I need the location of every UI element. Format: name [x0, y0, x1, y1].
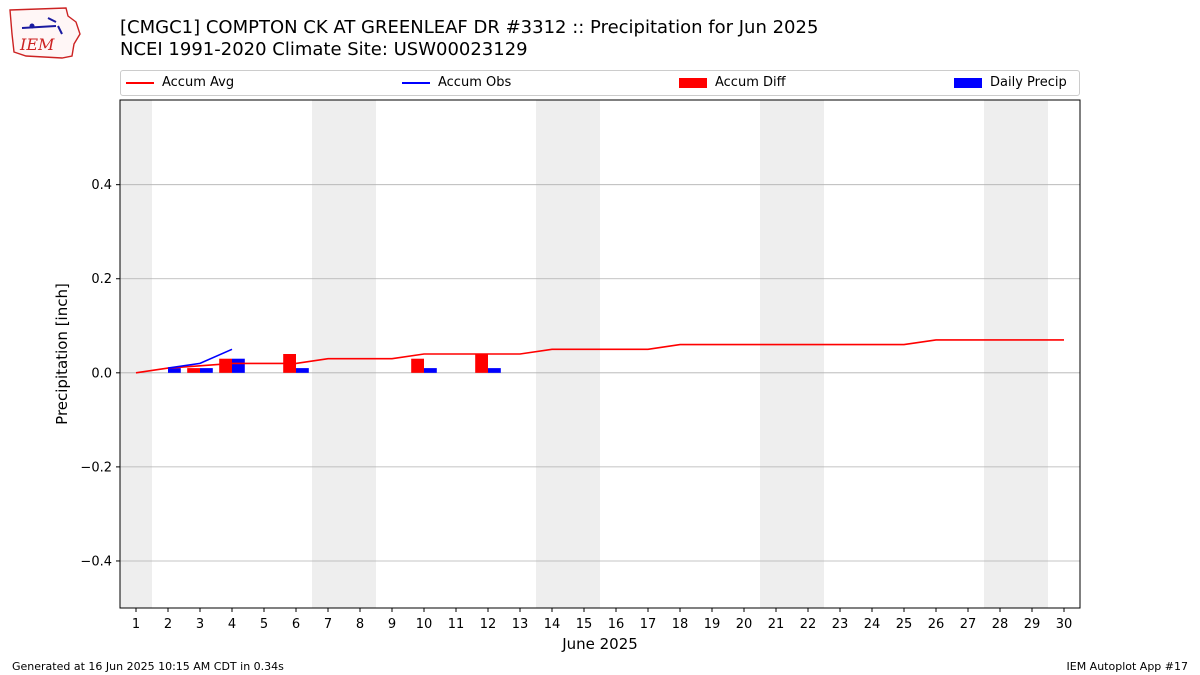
daily-precip-bar: [296, 368, 309, 373]
footer-app: IEM Autoplot App #17: [1066, 660, 1189, 673]
x-tick-label: 17: [640, 617, 657, 632]
x-tick-label: 18: [672, 617, 689, 632]
legend-item-accum-avg: Accum Avg: [126, 75, 234, 90]
accum-diff-bar: [219, 358, 232, 373]
weekend-shade: [312, 100, 376, 608]
daily-precip-bar: [168, 368, 181, 373]
legend-swatch-accum-avg: [126, 81, 154, 84]
daily-precip-bar: [232, 358, 245, 373]
weekend-shade: [120, 100, 152, 608]
x-tick-label: 21: [768, 617, 785, 632]
x-tick-label: 14: [544, 617, 561, 632]
legend-label-daily-precip: Daily Precip: [990, 75, 1067, 90]
y-tick-label: −0.2: [80, 460, 112, 475]
x-tick-label: 20: [736, 617, 753, 632]
x-tick-label: 4: [228, 617, 236, 632]
legend-swatch-daily-precip: [954, 77, 982, 88]
accum-diff-bar: [411, 358, 424, 373]
x-tick-label: 12: [480, 617, 497, 632]
x-tick-label: 26: [928, 617, 945, 632]
x-tick-label: 1: [132, 617, 140, 632]
x-tick-label: 15: [576, 617, 593, 632]
chart-title: [CMGC1] COMPTON CK AT GREENLEAF DR #3312…: [120, 17, 819, 38]
x-tick-label: 6: [292, 617, 300, 632]
x-tick-label: 23: [832, 617, 849, 632]
x-tick-label: 7: [324, 617, 332, 632]
legend-label-accum-avg: Accum Avg: [162, 75, 235, 90]
accum-diff-bar: [475, 354, 488, 373]
x-tick-label: 5: [260, 617, 268, 632]
weekend-shade: [984, 100, 1048, 608]
chart-subtitle: NCEI 1991-2020 Climate Site: USW00023129: [120, 39, 528, 60]
daily-precip-bar: [200, 368, 213, 373]
plot-frame: [119, 99, 1081, 609]
x-tick-label: 24: [864, 617, 881, 632]
x-tick-label: 22: [800, 617, 817, 632]
legend-item-daily-precip: Daily Precip: [954, 75, 1067, 90]
y-axis-label: Precipitation [inch]: [53, 283, 71, 425]
x-tick-label: 8: [356, 617, 364, 632]
x-tick-label: 30: [1056, 617, 1073, 632]
weekend-shade: [760, 100, 824, 608]
footer-generated: Generated at 16 Jun 2025 10:15 AM CDT in…: [12, 660, 284, 673]
daily-precip-bar: [488, 368, 501, 373]
x-tick-label: 13: [512, 617, 529, 632]
x-tick-label: 11: [448, 617, 465, 632]
iem-logo: IEM: [9, 7, 81, 59]
daily-precip-bar: [424, 368, 437, 373]
logo-text: IEM: [19, 35, 55, 54]
x-tick-label: 25: [896, 617, 913, 632]
y-tick-label: 0.4: [91, 178, 112, 193]
x-tick-label: 19: [704, 617, 721, 632]
legend-label-accum-obs: Accum Obs: [438, 75, 512, 90]
x-tick-label: 9: [388, 617, 396, 632]
legend-item-accum-diff: Accum Diff: [679, 75, 786, 90]
y-tick-label: −0.4: [80, 554, 112, 569]
x-tick-label: 3: [196, 617, 204, 632]
weekend-shade: [536, 100, 600, 608]
legend-swatch-accum-obs: [402, 81, 430, 84]
legend-label-accum-diff: Accum Diff: [715, 75, 786, 90]
y-tick-label: 0.0: [91, 366, 112, 381]
x-tick-label: 2: [164, 617, 172, 632]
x-tick-label: 29: [1024, 617, 1041, 632]
x-tick-label: 27: [960, 617, 977, 632]
legend-item-accum-obs: Accum Obs: [402, 75, 511, 90]
accum-avg-line: [135, 339, 1064, 374]
accum-obs-line: [167, 348, 233, 369]
x-axis-label: June 2025: [561, 635, 638, 653]
chart-legend: Accum Avg Accum Obs Accum Diff Daily Pre…: [120, 70, 1080, 96]
x-tick-label: 28: [992, 617, 1009, 632]
legend-swatch-accum-diff: [679, 77, 707, 88]
x-tick-label: 16: [608, 617, 625, 632]
y-tick-label: 0.2: [91, 272, 112, 287]
x-tick-label: 10: [416, 617, 433, 632]
accum-diff-bar: [187, 368, 200, 373]
